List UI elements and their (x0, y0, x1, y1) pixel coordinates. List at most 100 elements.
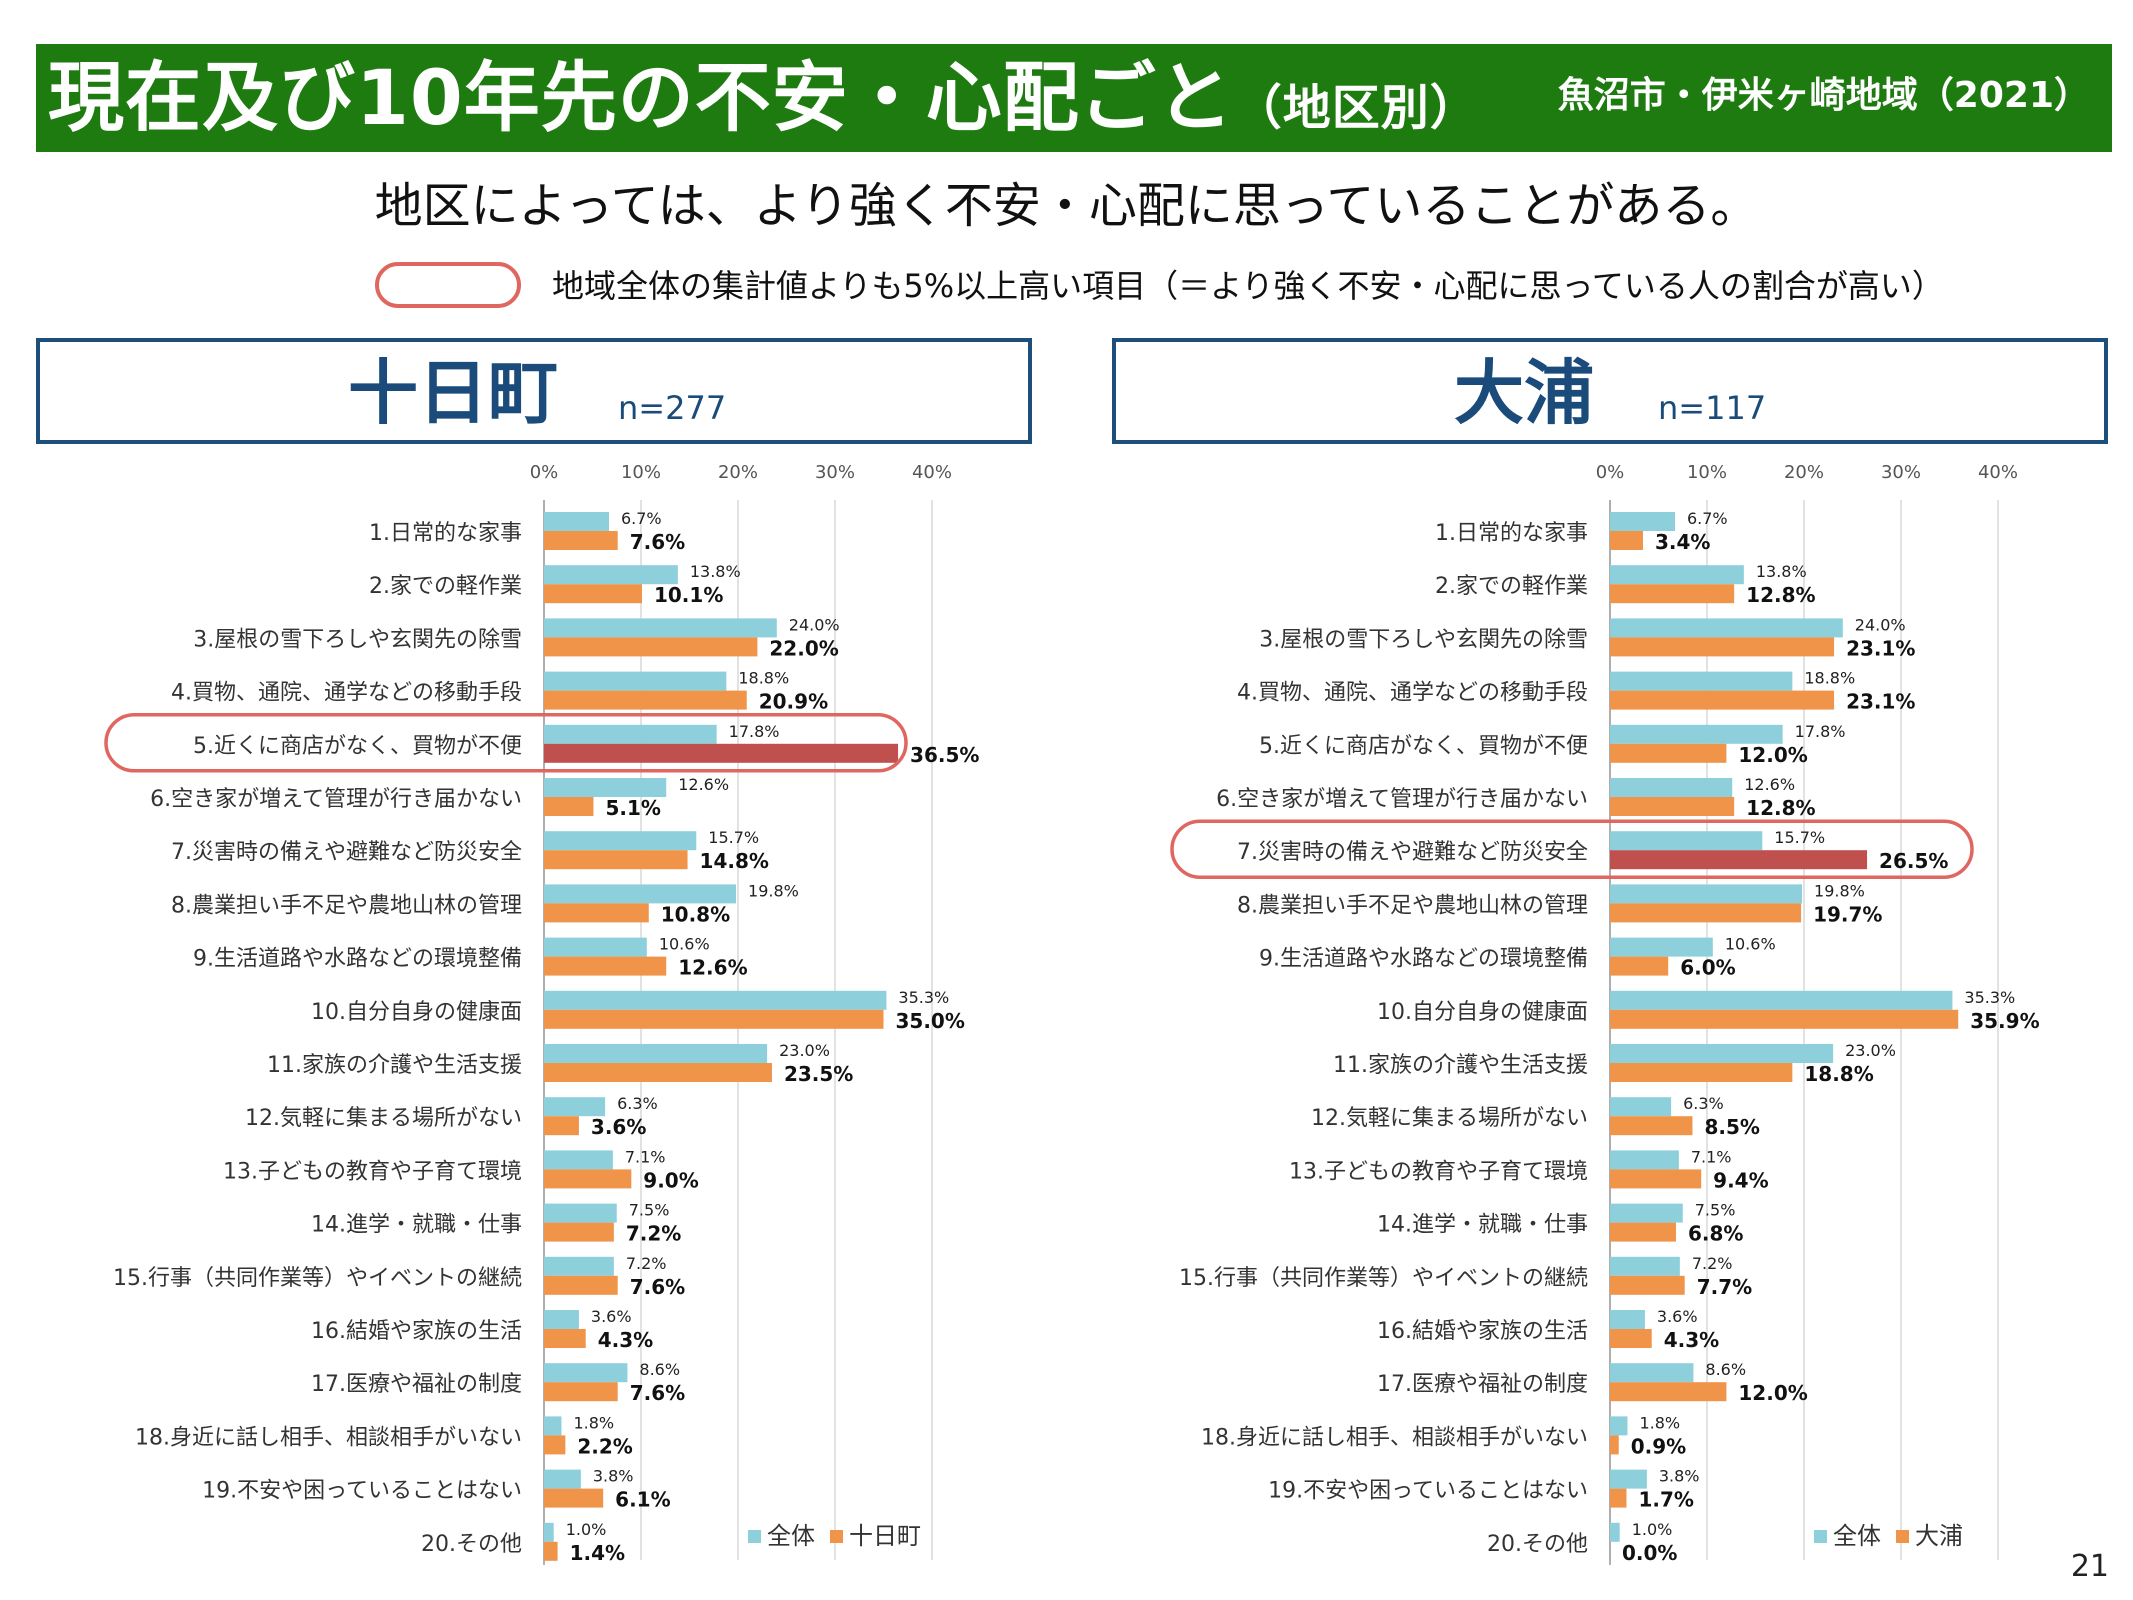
tokamachi-category-label: 6.空き家が増えて管理が行き届かない (150, 787, 522, 812)
tokamachi-bar-district (544, 1009, 884, 1029)
tokamachi-bar-district (544, 1169, 632, 1189)
oura-category-label: 17.医療や福祉の制度 (1377, 1372, 1588, 1397)
oura-category-label: 18.身近に話し相手、相談相手がいない (1201, 1425, 1588, 1450)
tokamachi-bar-all (544, 1522, 554, 1542)
oura-category-label: 9.生活道路や水路などの環境整備 (1259, 947, 1588, 972)
oura-data-label-district: 18.8% (1804, 1062, 1873, 1086)
tokamachi-legend-swatch-district (830, 1530, 843, 1543)
tokamachi-bar-district (544, 743, 899, 763)
oura-data-label-district: 6.0% (1680, 956, 1735, 980)
tokamachi-category-label: 8.農業担い手不足や農地山林の管理 (171, 893, 522, 918)
page-number: 21 (2070, 1549, 2109, 1584)
oura-bar-district (1610, 1222, 1676, 1242)
oura-bar-all (1610, 724, 1783, 744)
tokamachi-data-label-district: 7.6% (630, 530, 685, 554)
tokamachi-x-tick-label: 10% (621, 462, 661, 483)
tokamachi-data-label-all: 7.5% (629, 1201, 670, 1220)
oura-bar-all (1610, 937, 1713, 957)
tokamachi-bar-district (544, 1382, 618, 1402)
tokamachi-legend-swatch-all (748, 1530, 761, 1543)
tokamachi-data-label-district: 4.3% (598, 1328, 653, 1352)
oura-data-label-district: 9.4% (1713, 1168, 1768, 1192)
tokamachi-bar-district (544, 637, 758, 657)
oura-category-label: 3.屋根の雪下ろしや玄関先の除雪 (1259, 627, 1588, 652)
oura-category-label: 5.近くに商店がなく、買物が不便 (1259, 734, 1588, 759)
panel-n-oura: n=117 (1658, 389, 1767, 427)
tokamachi-category-label: 10.自分自身の健康面 (311, 1000, 522, 1025)
oura-x-tick-label: 30% (1881, 462, 1921, 483)
tokamachi-highlight-oval (104, 713, 908, 773)
tokamachi-data-label-district: 12.6% (678, 956, 747, 980)
oura-data-label-district: 7.7% (1697, 1275, 1752, 1299)
oura-data-label-all: 6.7% (1687, 509, 1728, 528)
tokamachi-bar-all (544, 565, 678, 585)
panel-name-tokamachi: 十日町 (348, 352, 558, 434)
oura-bar-district (1610, 690, 1835, 710)
oura-bar-district (1610, 637, 1835, 657)
tokamachi-x-tick-label: 20% (718, 462, 758, 483)
tokamachi-bar-all (544, 1469, 581, 1489)
oura-x-tick-label: 10% (1687, 462, 1727, 483)
oura-category-label: 20.その他 (1487, 1532, 1588, 1557)
tokamachi-data-label-all: 18.8% (738, 669, 789, 688)
oura-bar-district (1610, 584, 1735, 604)
oura-data-label-district: 23.1% (1846, 690, 1915, 714)
page-title: 現在及び10年先の不安・心配ごと（地区別） (48, 52, 1479, 154)
region-label: 魚沼市・伊米ヶ崎地域（2021） (1557, 75, 2090, 116)
tokamachi-category-label: 17.医療や福祉の制度 (311, 1372, 522, 1397)
tokamachi-bar-all (544, 1044, 768, 1063)
oura-data-label-district: 3.4% (1655, 530, 1710, 554)
subtitle: 地区によっては、より強く不安・心配に思っていることがある。 (374, 178, 1759, 234)
oura-data-label-all: 7.2% (1692, 1254, 1733, 1273)
oura-x-tick-label: 20% (1784, 462, 1824, 483)
tokamachi-bar-all (544, 618, 777, 638)
highlight-legend-text: 地域全体の集計値よりも5%以上高い項目（＝より強く不安・心配に思っている人の割合… (552, 267, 1944, 305)
tokamachi-category-label: 18.身近に話し相手、相談相手がいない (135, 1425, 522, 1450)
chart-oura: 0% 10% 20% 30% 40% 1.日常的な家事 6.7% 3.4% 2.家での軽作業 13… (1170, 462, 2040, 1565)
oura-data-label-district: 0.0% (1622, 1541, 1677, 1565)
tokamachi-data-label-all: 13.8% (690, 562, 741, 581)
oura-legend-label-all: 全体 (1833, 1522, 1881, 1550)
oura-bar-district (1610, 797, 1735, 816)
oura-data-label-all: 1.8% (1639, 1413, 1680, 1432)
tokamachi-bar-district (544, 1116, 579, 1136)
oura-category-label: 4.買物、通院、通学などの移動手段 (1237, 681, 1588, 706)
oura-bar-all (1610, 1044, 1834, 1063)
oura-category-label: 12.気軽に集まる場所がない (1311, 1106, 1588, 1131)
tokamachi-data-label-all: 15.7% (708, 828, 759, 847)
tokamachi-category-label: 12.気軽に集まる場所がない (245, 1106, 522, 1131)
tokamachi-category-label: 9.生活道路や水路などの環境整備 (193, 947, 522, 972)
oura-data-label-all: 35.3% (1964, 988, 2015, 1007)
oura-data-label-district: 12.0% (1738, 1381, 1807, 1405)
oura-data-label-all: 7.5% (1695, 1201, 1736, 1220)
tokamachi-bar-all (544, 1416, 562, 1436)
panel-header-oura: 大浦 n=117 (1112, 338, 2108, 444)
panel-n-tokamachi: n=277 (618, 389, 727, 427)
oura-category-label: 1.日常的な家事 (1435, 521, 1588, 546)
tokamachi-data-label-all: 17.8% (729, 722, 780, 741)
oura-bar-district (1610, 850, 1868, 870)
tokamachi-bar-district (544, 1435, 566, 1455)
oura-data-label-all: 24.0% (1855, 615, 1906, 634)
oura-bar-district (1610, 531, 1643, 550)
tokamachi-data-label-all: 12.6% (678, 775, 729, 794)
oura-bar-all (1610, 1469, 1647, 1489)
oura-bar-district (1610, 743, 1727, 763)
tokamachi-data-label-district: 10.1% (654, 583, 723, 607)
tokamachi-data-label-district: 7.6% (630, 1275, 685, 1299)
tokamachi-data-label-all: 3.6% (591, 1307, 632, 1326)
oura-data-label-all: 10.6% (1725, 935, 1776, 954)
tokamachi-data-label-district: 36.5% (910, 743, 979, 767)
tokamachi-data-label-district: 6.1% (615, 1488, 670, 1512)
tokamachi-data-label-district: 7.6% (630, 1381, 685, 1405)
oura-data-label-all: 13.8% (1756, 562, 1807, 581)
tokamachi-data-label-district: 20.9% (759, 690, 828, 714)
tokamachi-data-label-all: 24.0% (789, 615, 840, 634)
oura-bar-all (1610, 1150, 1679, 1170)
tokamachi-bar-all (544, 1310, 579, 1329)
oura-x-tick-label: 0% (1596, 462, 1625, 483)
tokamachi-bar-all (544, 512, 609, 531)
oura-bar-district (1610, 1116, 1693, 1136)
oura-data-label-district: 0.9% (1631, 1434, 1686, 1458)
oura-legend-swatch-all (1814, 1530, 1827, 1543)
